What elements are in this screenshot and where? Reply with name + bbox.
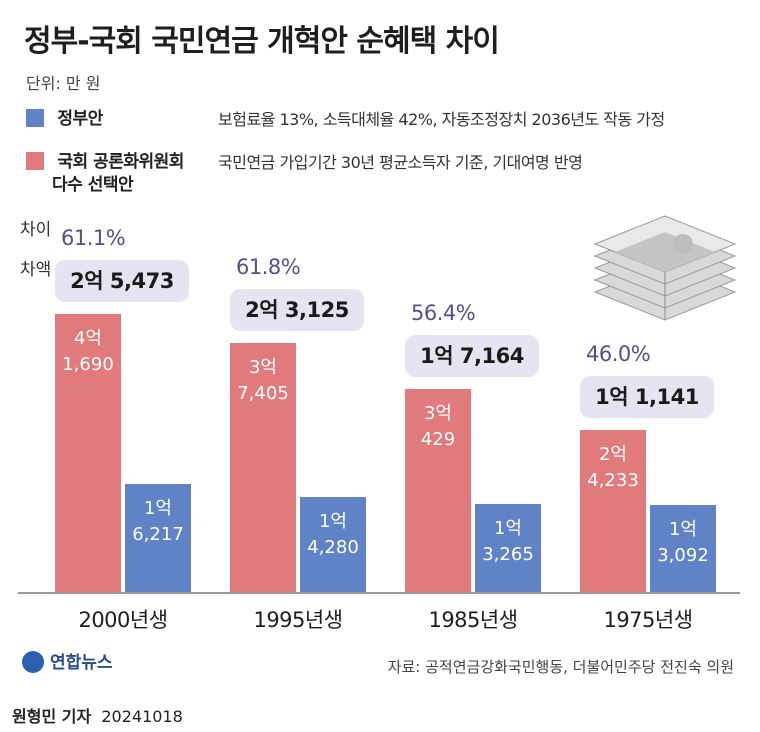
bar-government [125, 483, 191, 592]
byline-date: 20241018 [101, 707, 183, 726]
bar-government [300, 496, 366, 592]
bar-label-government: 1억 3,265 [482, 517, 534, 565]
bar-assembly [55, 314, 121, 592]
bar-label-assembly: 3억 7,405 [237, 356, 289, 404]
byline-name: 원형민 기자 [12, 707, 92, 726]
bar-assembly [580, 430, 646, 592]
chart-title: 정부-국회 국민연금 개혁안 순혜택 차이 [24, 24, 500, 59]
category-label: 2000년생 [78, 608, 168, 632]
difference-percent: 46.0% [586, 342, 651, 367]
legend-swatch-blue [26, 109, 44, 127]
difference-percent: 56.4% [411, 301, 476, 326]
yonhap-logo: 연합뉴스 [22, 648, 113, 673]
bar-label-government: 1억 6,217 [132, 497, 184, 545]
legend-label-assembly-2: 다수 선택안 [52, 175, 134, 195]
bar-label-government: 1억 3,092 [657, 518, 709, 566]
category-label: 1985년생 [428, 608, 518, 632]
legend-desc-government: 보험료율 13%, 소득대체율 42%, 자동조정장치 2036년도 작동 가정 [218, 110, 665, 129]
logo-text: 연합뉴스 [50, 653, 113, 673]
side-label-pct: 차이 [20, 220, 52, 240]
yonhap-logo-icon [22, 651, 44, 673]
legend-assembly: 국회 공론화위원회 [26, 147, 184, 172]
difference-percent: 61.1% [61, 226, 126, 251]
legend-desc-assembly: 국민연금 가입기간 30년 평균소득자 기준, 기대여명 반영 [218, 153, 583, 172]
byline: 원형민 기자 20241018 [12, 703, 183, 727]
difference-percent: 61.8% [236, 254, 301, 279]
unit-label: 단위: 만 원 [26, 74, 101, 93]
side-label-amount: 차액 [20, 260, 52, 280]
difference-amount-box: 1억 1,141 [580, 376, 714, 419]
bar-government [650, 504, 716, 592]
difference-amount-box: 2억 5,473 [55, 260, 189, 303]
category-label: 1995년생 [253, 608, 343, 632]
bar-assembly [230, 342, 296, 592]
x-axis-line [18, 592, 740, 594]
legend-label-assembly-1: 국회 공론화위원회 [57, 152, 184, 172]
bar-label-assembly: 3억 429 [420, 403, 456, 451]
legend-government: 정부안 [26, 104, 103, 129]
bar-government [475, 503, 541, 592]
bar-assembly [405, 389, 471, 592]
bar-label-assembly: 4억 1,690 [62, 328, 114, 376]
difference-amount-box: 2억 3,125 [230, 288, 364, 331]
category-label: 1975년생 [603, 608, 693, 632]
legend-swatch-red [26, 152, 44, 170]
difference-amount-box: 1억 7,164 [405, 335, 539, 378]
bar-label-assembly: 2억 4,233 [587, 444, 639, 492]
money-stack-icon [593, 215, 737, 321]
source-note: 자료: 공적연금강화국민행동, 더불어민주당 전진숙 의원 [387, 658, 734, 676]
legend-label-government: 정부안 [57, 109, 103, 129]
bar-label-government: 1억 4,280 [307, 510, 359, 558]
